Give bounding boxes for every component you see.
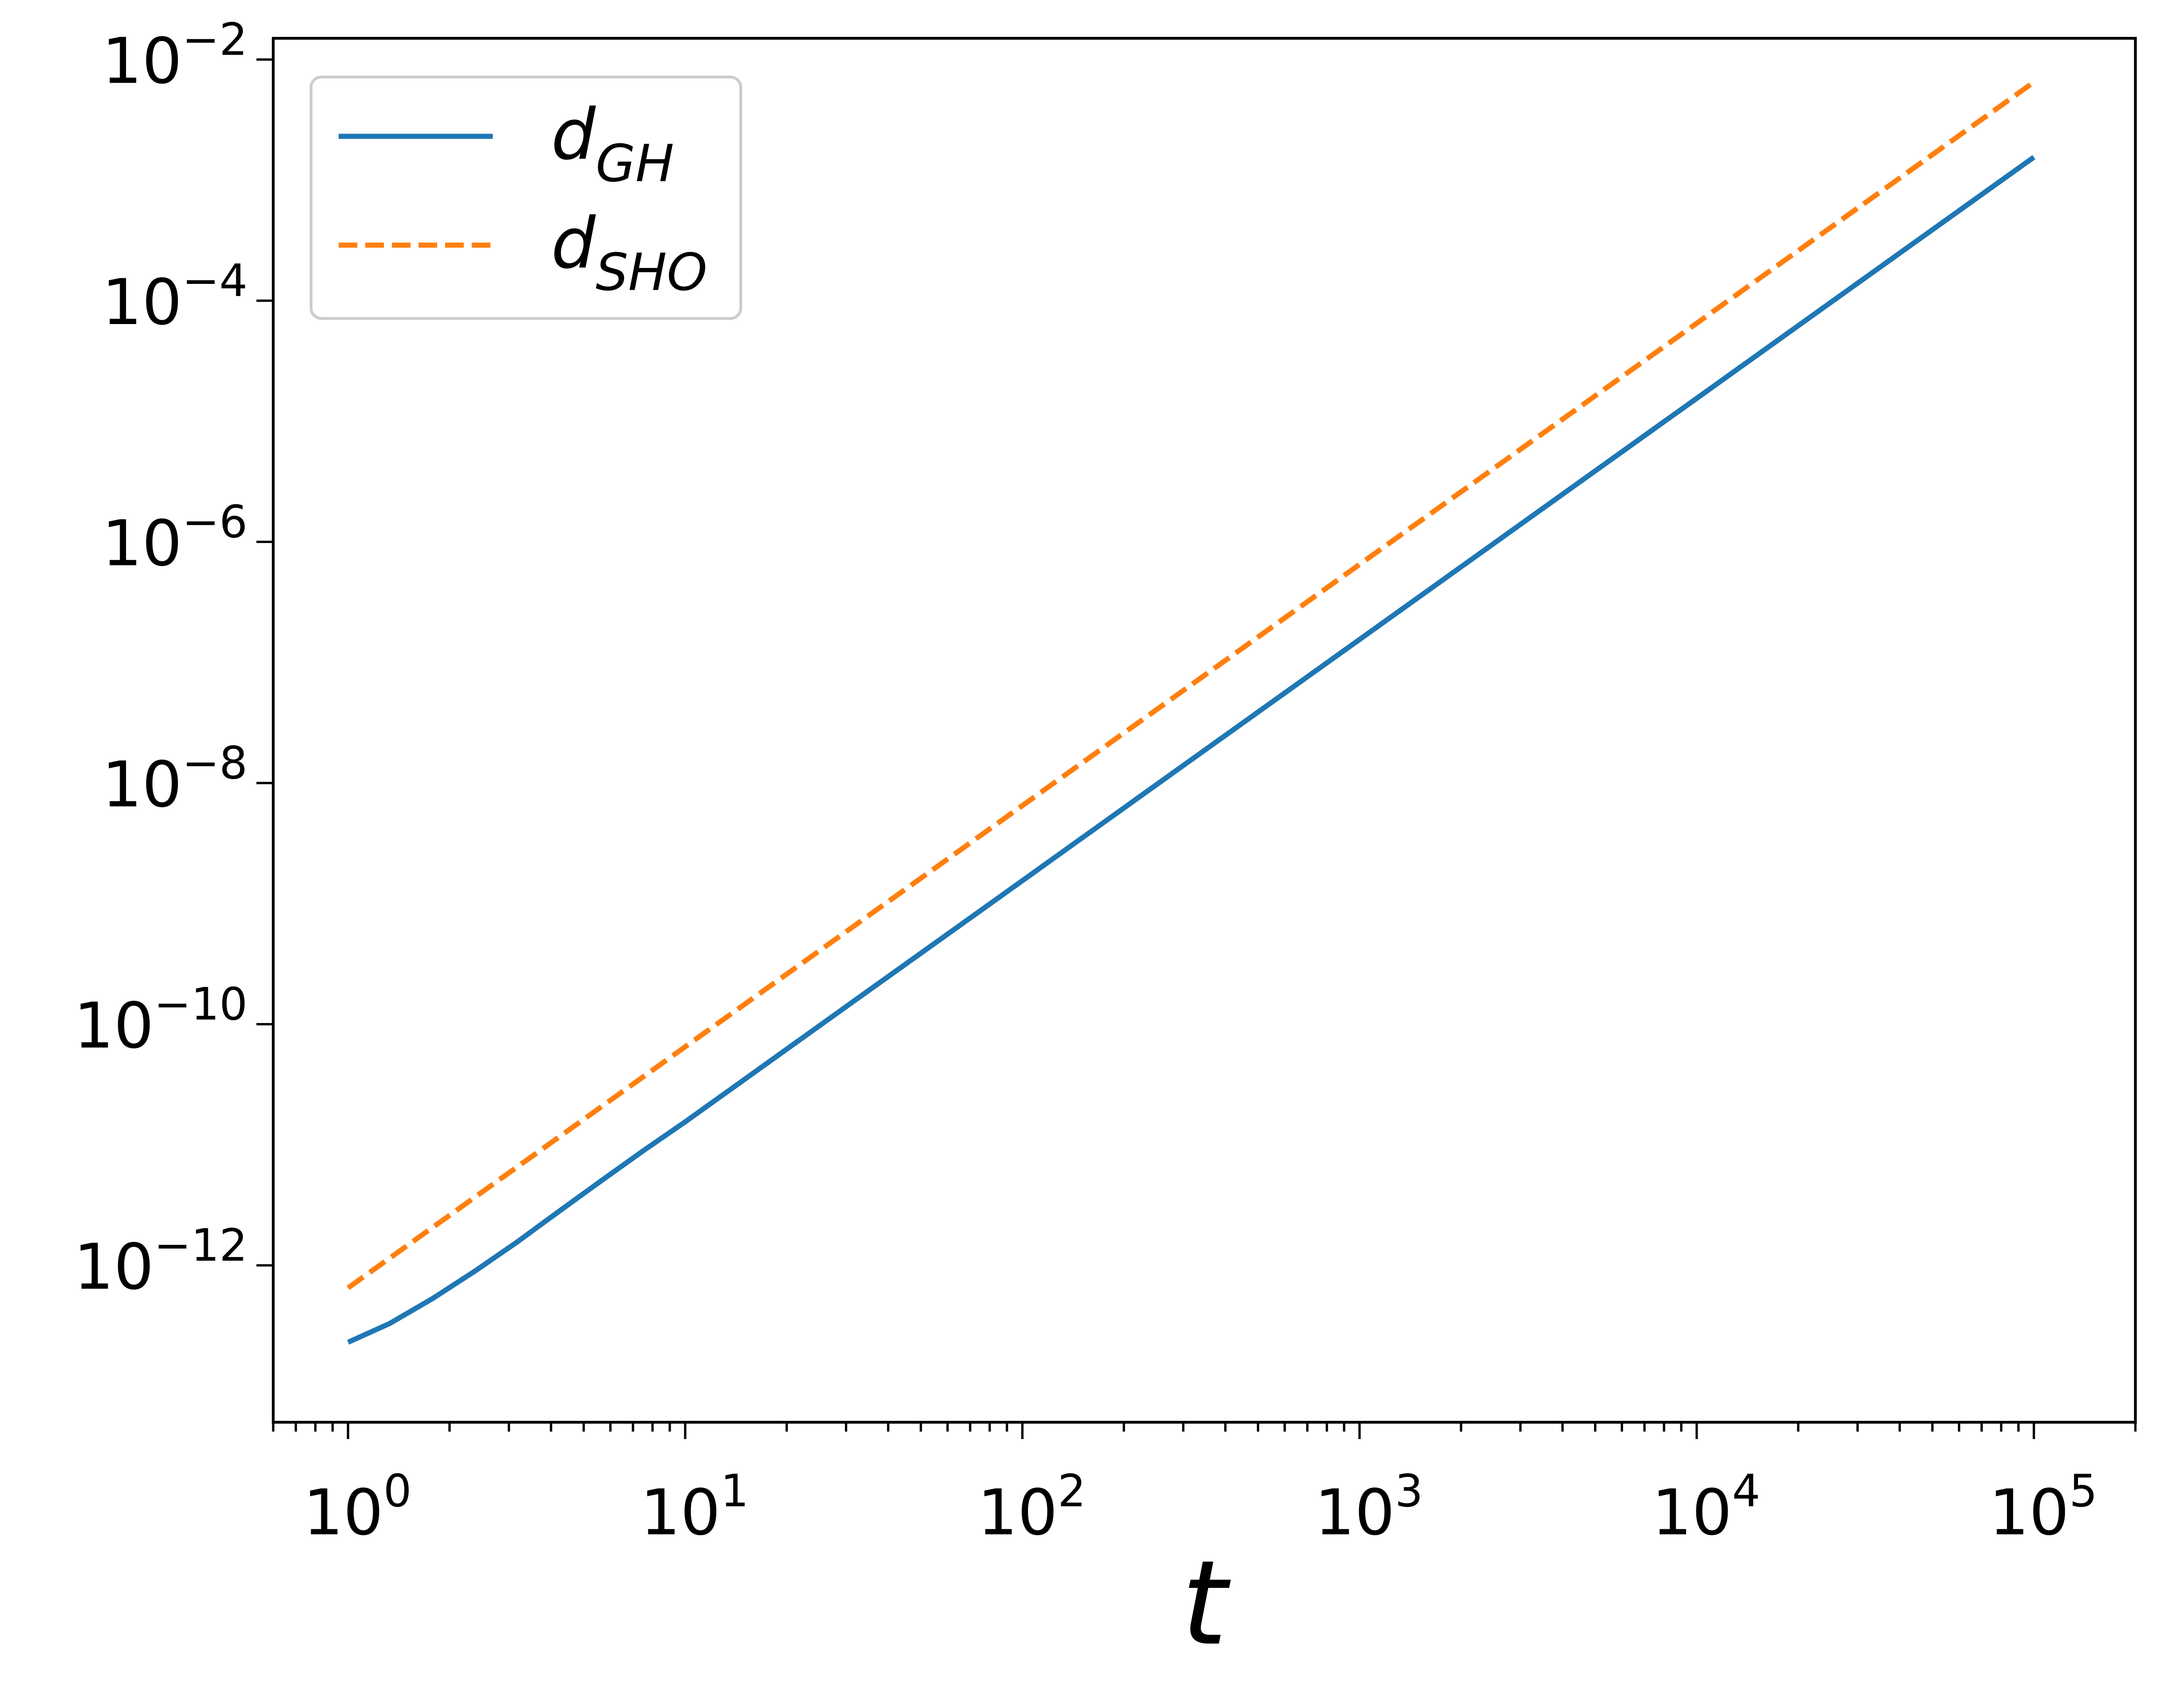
y-tick-label: 10−8	[102, 738, 248, 821]
x-tick-label: 101	[640, 1466, 749, 1549]
x-tick-label: 105	[1989, 1466, 2098, 1549]
y-tick-label: 10−12	[74, 1220, 248, 1304]
y-tick-label: 10−6	[102, 496, 248, 580]
x-tick-label: 100	[303, 1466, 411, 1549]
y-tick-label: 10−2	[102, 14, 248, 98]
y-tick-label: 10−4	[102, 255, 248, 339]
plot-frame	[272, 37, 2137, 1424]
x-axis-label: t	[1181, 1535, 1231, 1671]
x-tick-label: 103	[1315, 1466, 1423, 1549]
x-tick-label: 104	[1652, 1466, 1760, 1549]
legend-label-d-gh: dGH	[551, 94, 674, 193]
x-tick-label: 102	[978, 1466, 1086, 1549]
series-line-d-gh	[347, 155, 2035, 1345]
y-tick-label: 10−10	[74, 979, 248, 1062]
legend-label-d-sho: dSHO	[551, 203, 707, 302]
